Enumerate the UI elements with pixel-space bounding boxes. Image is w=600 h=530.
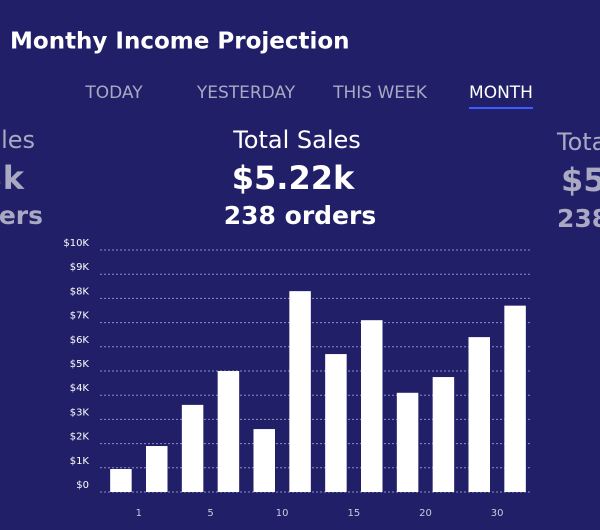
- y-tick-label: $10K: [63, 238, 89, 249]
- page-title: Monthy Income Projection: [10, 29, 350, 55]
- card-label: Total Sales: [232, 126, 361, 154]
- x-tick-label: 1: [136, 508, 142, 519]
- card-amount: $5.22k: [232, 159, 355, 197]
- card-orders: 238: [557, 204, 600, 233]
- y-tick-label: $1K: [70, 456, 90, 467]
- card-center[interactable]: Total Sales $5.22k 238 orders: [224, 126, 376, 230]
- y-tick-label: $4K: [70, 383, 90, 394]
- bar: [468, 337, 490, 492]
- bar: [504, 305, 526, 492]
- y-tick-label: $0: [76, 480, 89, 491]
- tab[interactable]: TODAY: [84, 83, 143, 103]
- bar: [253, 429, 275, 492]
- x-tick-label: 10: [276, 508, 289, 519]
- tab[interactable]: THIS WEEK: [332, 83, 428, 103]
- x-tick-label: 5: [207, 508, 213, 519]
- card-orders: ders: [0, 201, 43, 230]
- card-orders: 238 orders: [224, 201, 376, 230]
- y-tick-label: $3K: [70, 407, 90, 418]
- bar: [361, 320, 383, 492]
- bar: [181, 404, 204, 492]
- bar: [289, 291, 311, 492]
- y-tick-label: $5K: [70, 359, 90, 370]
- bar: [146, 446, 168, 492]
- tab[interactable]: MONTH: [469, 83, 533, 103]
- bar: [396, 392, 419, 492]
- bar: [325, 354, 347, 492]
- x-tick-label: 30: [491, 508, 504, 519]
- bar: [432, 377, 455, 492]
- card-label: Tota: [556, 128, 600, 156]
- card-amount: 3k: [0, 159, 25, 197]
- bar: [110, 469, 132, 492]
- card-left: les 3k ders: [0, 126, 43, 230]
- card-amount: $5: [561, 161, 600, 199]
- x-tick-label: 20: [419, 508, 432, 519]
- y-tick-label: $9K: [70, 262, 90, 273]
- x-tick-label: 15: [347, 508, 360, 519]
- y-tick-label: $7K: [70, 311, 90, 322]
- tab[interactable]: YESTERDAY: [196, 83, 296, 103]
- y-tick-label: $6K: [70, 335, 90, 346]
- y-tick-label: $8K: [70, 286, 90, 297]
- bar: [217, 371, 240, 492]
- y-tick-label: $2K: [70, 432, 90, 443]
- card-right: Tota $5 238: [556, 128, 600, 233]
- tab-bar: TODAY YESTERDAY THIS WEEK MONTH: [84, 83, 533, 109]
- card-label: les: [1, 126, 35, 154]
- tab-indicator: [469, 107, 533, 109]
